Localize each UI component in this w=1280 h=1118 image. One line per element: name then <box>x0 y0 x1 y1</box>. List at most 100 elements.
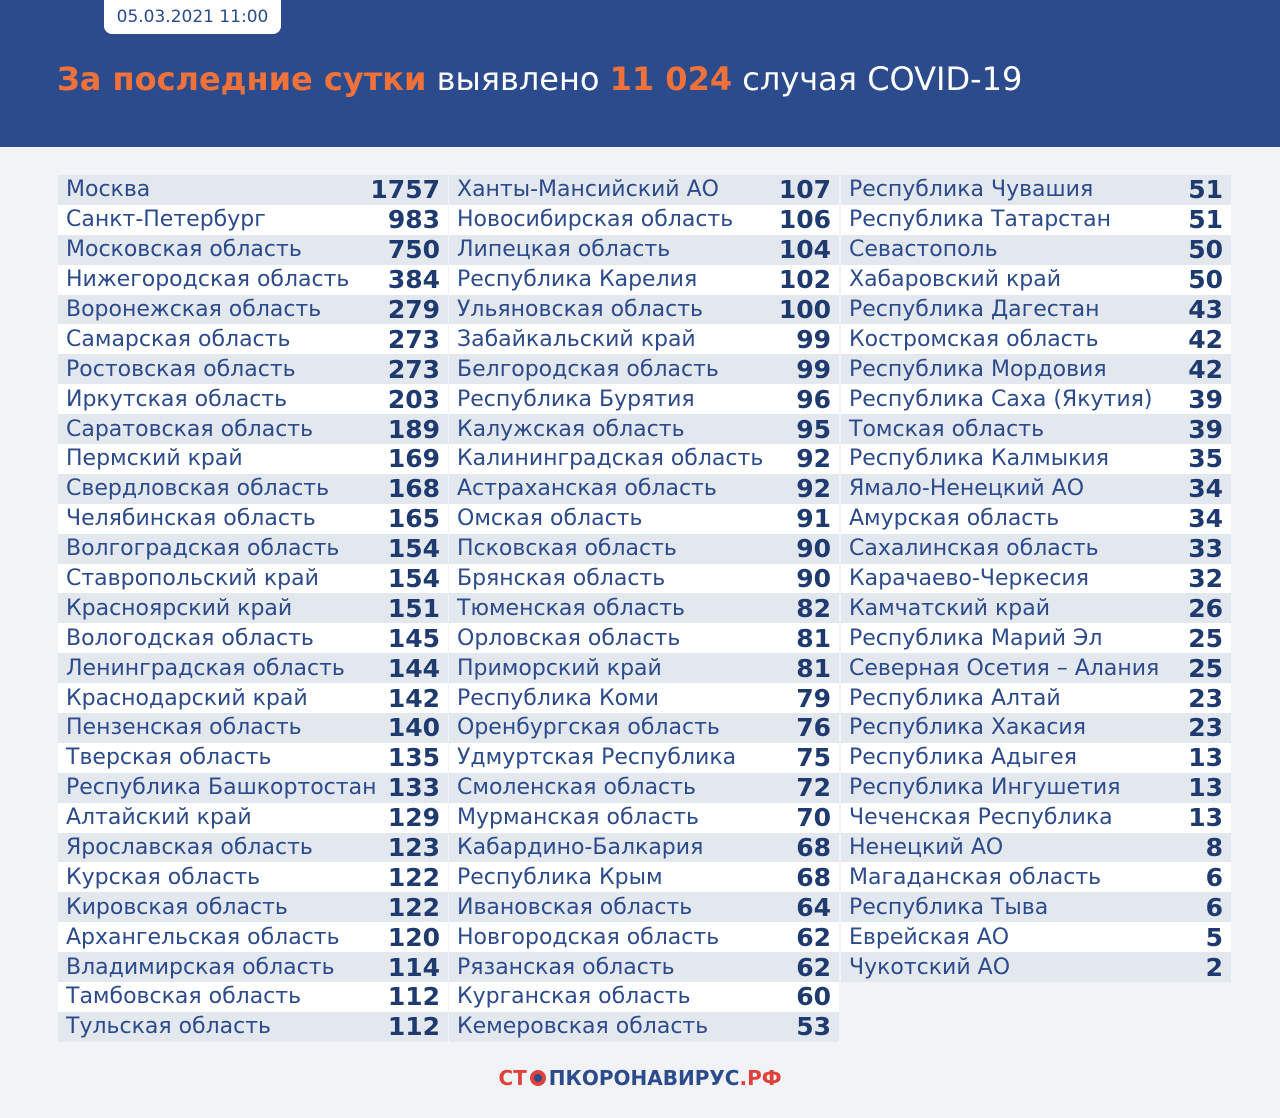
region-name: Хабаровский край <box>849 267 1061 293</box>
table-row: Республика Хакасия 23 <box>841 713 1231 743</box>
table-row: Республика Татарстан 51 <box>841 204 1231 235</box>
case-count: 90 <box>796 564 831 594</box>
table-row: Новгородская область 62 <box>449 922 839 953</box>
case-count: 50 <box>1188 235 1223 265</box>
table-row: Волгоградская область 154 <box>58 533 448 564</box>
case-count: 750 <box>387 235 440 265</box>
table-row: Пермский край 169 <box>58 444 448 474</box>
title-accent: За последние сутки <box>57 60 427 98</box>
case-count: 25 <box>1188 623 1223 653</box>
table-row: Алтайский край 129 <box>58 802 448 833</box>
table-row: Севастополь 50 <box>841 234 1231 265</box>
table-row: Челябинская область 165 <box>58 503 448 534</box>
table-row: Ненецкий АО 8 <box>841 832 1231 863</box>
region-name: Краснодарский край <box>66 685 308 711</box>
table-row: Вологодская область 145 <box>58 623 448 654</box>
region-name: Республика Крым <box>457 864 663 890</box>
case-count: 5 <box>1205 922 1223 952</box>
case-count: 35 <box>1188 444 1223 474</box>
region-name: Ямало-Ненецкий АО <box>849 476 1085 502</box>
case-count: 32 <box>1188 564 1223 594</box>
region-name: Нижегородская область <box>66 267 350 293</box>
table-row: Нижегородская область 384 <box>58 264 448 295</box>
case-count: 13 <box>1188 743 1223 773</box>
table-row: Омская область 91 <box>449 503 839 534</box>
table-row: Владимирская область 114 <box>58 952 448 983</box>
table-row: Республика Карелия 102 <box>449 264 839 295</box>
header: 05.03.2021 11:00 За последние сутки выяв… <box>0 0 1280 147</box>
region-name: Магаданская область <box>849 864 1102 890</box>
table-row: Республика Ингушетия 13 <box>841 772 1231 803</box>
table-row: Калужская область 95 <box>449 414 839 445</box>
table-row: Калининградская область 92 <box>449 444 839 474</box>
case-count: 123 <box>387 833 440 863</box>
region-name: Республика Коми <box>457 685 659 711</box>
table-row: Брянская область 90 <box>449 563 839 594</box>
region-name: Республика Марий Эл <box>849 625 1103 651</box>
region-name: Тверская область <box>66 745 272 771</box>
region-name: Астраханская область <box>457 476 717 502</box>
table-row: Еврейская АО 5 <box>841 922 1231 953</box>
region-name: Новосибирская область <box>457 207 734 233</box>
table-column: Москва 1757 Санкт-Петербург 983 Московская о… <box>58 175 448 1042</box>
table-row: Тульская область 112 <box>58 1011 448 1042</box>
region-name: Республика Алтай <box>849 685 1061 711</box>
table-row: Смоленская область 72 <box>449 772 839 803</box>
case-count: 2 <box>1205 952 1223 982</box>
region-name: Чукотский АО <box>849 954 1011 980</box>
table-row: Амурская область 34 <box>841 503 1231 534</box>
table-row: Ленинградская область 144 <box>58 653 448 684</box>
region-name: Карачаево-Черкесия <box>849 566 1089 592</box>
table-row: Республика Тыва 6 <box>841 892 1231 923</box>
table-row: Мурманская область 70 <box>449 802 839 833</box>
case-count: 104 <box>778 235 831 265</box>
case-count: 25 <box>1188 653 1223 683</box>
region-name: Брянская область <box>457 566 666 592</box>
case-count: 91 <box>796 504 831 534</box>
region-name: Амурская область <box>849 506 1060 532</box>
case-count: 13 <box>1188 803 1223 833</box>
table-row: Тамбовская область 112 <box>58 982 448 1012</box>
case-count: 154 <box>387 534 440 564</box>
case-count: 23 <box>1188 683 1223 713</box>
table-row: Саратовская область 189 <box>58 414 448 445</box>
region-name: Воронежская область <box>66 297 322 322</box>
region-name: Республика Адыгея <box>849 745 1077 771</box>
table-row: Республика Алтай 23 <box>841 683 1231 714</box>
table-row: Ивановская область 64 <box>449 892 839 923</box>
region-name: Республика Чувашия <box>849 177 1094 203</box>
table-row: Республика Бурятия 96 <box>449 384 839 415</box>
region-name: Рязанская область <box>457 954 675 980</box>
case-count: 99 <box>796 324 831 354</box>
region-name: Тюменская область <box>457 595 686 621</box>
region-name: Свердловская область <box>66 476 330 502</box>
case-count: 43 <box>1188 295 1223 324</box>
table-row: Астраханская область 92 <box>449 473 839 504</box>
region-name: Владимирская область <box>66 954 335 980</box>
table-row: Ярославская область 123 <box>58 832 448 863</box>
case-count: 75 <box>796 743 831 773</box>
case-count: 39 <box>1188 414 1223 444</box>
table-row: Республика Чувашия 51 <box>841 175 1231 205</box>
case-count: 100 <box>778 295 831 324</box>
table-row: Красноярский край 151 <box>58 593 448 624</box>
case-count: 34 <box>1188 504 1223 534</box>
table-row: Иркутская область 203 <box>58 384 448 415</box>
case-count: 165 <box>387 504 440 534</box>
case-count: 50 <box>1188 265 1223 295</box>
case-count: 79 <box>796 683 831 713</box>
region-name: Северная Осетия – Алания <box>849 655 1160 681</box>
region-name: Удмуртская Республика <box>457 745 737 771</box>
region-name: Ленинградская область <box>66 655 345 681</box>
region-name: Кемеровская область <box>457 1014 709 1040</box>
table-column: Республика Чувашия 51 Республика Татарстан… <box>841 175 1231 983</box>
table-row: Тюменская область 82 <box>449 593 839 624</box>
table-row: Костромская область 42 <box>841 324 1231 355</box>
region-name: Республика Карелия <box>457 267 698 293</box>
table-row: Ямало-Ненецкий АО 34 <box>841 473 1231 504</box>
date: 05.03.2021 11:00 <box>104 0 281 34</box>
region-name: Республика Ингушетия <box>849 775 1121 801</box>
case-count: 92 <box>796 444 831 474</box>
case-count: 142 <box>387 683 440 713</box>
case-count: 112 <box>387 982 440 1012</box>
